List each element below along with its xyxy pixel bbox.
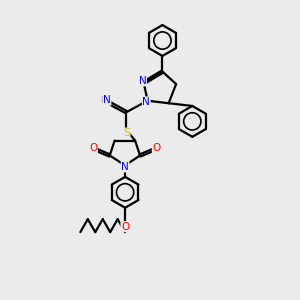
Text: N: N — [121, 162, 129, 172]
Text: H: H — [100, 96, 107, 105]
Text: O: O — [89, 143, 98, 153]
Text: S: S — [123, 128, 130, 138]
Text: N: N — [139, 76, 146, 86]
Text: N: N — [142, 97, 150, 107]
Text: O: O — [121, 222, 129, 232]
Text: N: N — [103, 95, 111, 105]
Text: O: O — [152, 143, 160, 153]
